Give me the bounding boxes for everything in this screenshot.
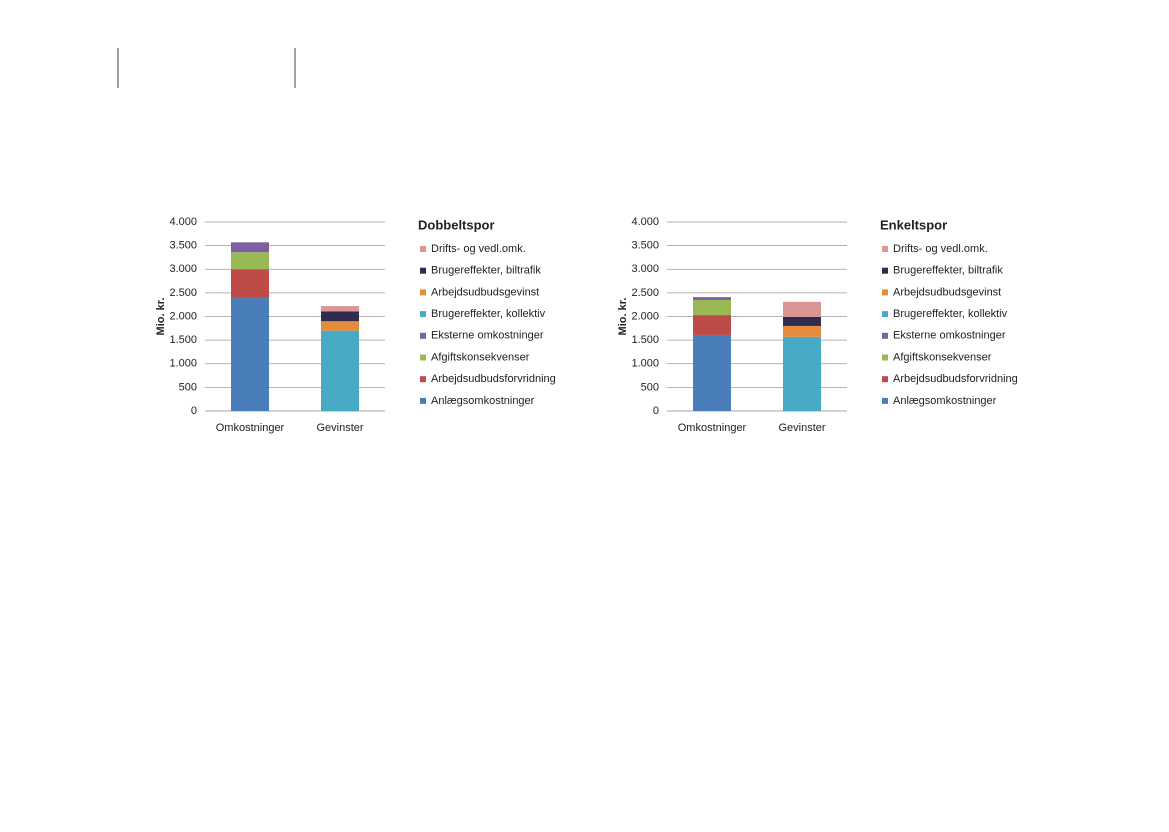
legend-swatch — [882, 332, 888, 339]
legend-swatch — [420, 267, 426, 274]
legend-swatch — [420, 376, 426, 383]
y-tick-label: 3.500 — [631, 240, 659, 252]
legend-label: Brugereffekter, biltrafik — [431, 265, 541, 277]
y-axis-label: Mio. kr. — [155, 298, 167, 336]
y-tick-label: 2.000 — [631, 310, 659, 322]
legend-swatch — [882, 246, 888, 252]
y-tick-label: 0 — [191, 405, 197, 417]
bar-segment — [783, 316, 821, 326]
y-tick-label: 1.000 — [631, 358, 659, 370]
x-tick-label: Omkostninger — [678, 422, 747, 434]
legend-swatch — [882, 267, 888, 274]
y-tick-label: 2.500 — [169, 287, 197, 299]
y-tick-label: 2.000 — [169, 310, 197, 322]
legend-title: Dobbeltspor — [418, 217, 495, 232]
y-tick-label: 1.000 — [169, 358, 197, 370]
bar-segment — [231, 298, 269, 411]
bar-segment — [783, 301, 821, 317]
bar-segment — [693, 297, 731, 300]
x-tick-label: Gevinster — [778, 422, 825, 434]
legend-swatch — [420, 311, 426, 318]
legend-swatch — [420, 289, 426, 296]
bar-segment — [321, 306, 359, 312]
bar-segment — [693, 299, 731, 316]
bar-segment — [231, 242, 269, 253]
legend-swatch — [420, 354, 426, 361]
bar-segment — [321, 321, 359, 331]
bar-segment — [231, 252, 269, 270]
y-tick-label: 0 — [653, 405, 659, 417]
legend-swatch — [882, 289, 888, 296]
legend-swatch — [420, 246, 426, 252]
y-tick-label: 500 — [641, 381, 659, 393]
legend-label: Anlægsomkostninger — [431, 395, 535, 407]
legend-label: Brugereffekter, kollektiv — [431, 308, 546, 320]
y-tick-label: 1.500 — [169, 334, 197, 346]
legend-swatch — [420, 397, 426, 404]
legend-label: Brugereffekter, biltrafik — [893, 265, 1003, 277]
y-tick-label: 3.000 — [631, 263, 659, 275]
legend-label: Afgiftskonsekvenser — [431, 351, 530, 363]
legend-label: Brugereffekter, kollektiv — [893, 308, 1008, 320]
y-tick-label: 2.500 — [631, 287, 659, 299]
legend-label: Drifts- og vedl.omk. — [893, 243, 988, 255]
legend-title: Enkeltspor — [880, 217, 947, 232]
legend-swatch — [882, 311, 888, 318]
legend-label: Eksterne omkostninger — [431, 330, 544, 342]
y-tick-label: 1.500 — [631, 334, 659, 346]
y-axis-label: Mio. kr. — [617, 298, 629, 336]
legend-label: Arbejdsudbudsgevinst — [893, 286, 1001, 298]
y-tick-label: 500 — [179, 381, 197, 393]
legend-swatch — [882, 376, 888, 383]
bar-segment — [321, 330, 359, 411]
bar-segment — [693, 334, 731, 411]
y-tick-label: 4.000 — [631, 216, 659, 228]
legend-label: Anlægsomkostninger — [893, 395, 997, 407]
bar-segment — [693, 315, 731, 335]
legend-label: Arbejdsudbudsforvridning — [431, 373, 556, 385]
legend-label: Eksterne omkostninger — [893, 330, 1006, 342]
legend-label: Drifts- og vedl.omk. — [431, 243, 526, 255]
y-tick-label: 3.500 — [169, 240, 197, 252]
legend-label: Arbejdsudbudsgevinst — [431, 286, 539, 298]
bar-segment — [231, 269, 269, 299]
x-tick-label: Omkostninger — [216, 422, 285, 434]
legend-swatch — [882, 397, 888, 404]
y-tick-label: 4.000 — [169, 216, 197, 228]
legend-swatch — [420, 332, 426, 339]
legend-swatch — [882, 354, 888, 361]
bar-segment — [321, 311, 359, 322]
bar-segment — [783, 336, 821, 411]
y-tick-label: 3.000 — [169, 263, 197, 275]
legend-label: Arbejdsudbudsforvridning — [893, 373, 1018, 385]
x-tick-label: Gevinster — [316, 422, 363, 434]
bar-segment — [783, 325, 821, 337]
legend-label: Afgiftskonsekvenser — [893, 351, 992, 363]
